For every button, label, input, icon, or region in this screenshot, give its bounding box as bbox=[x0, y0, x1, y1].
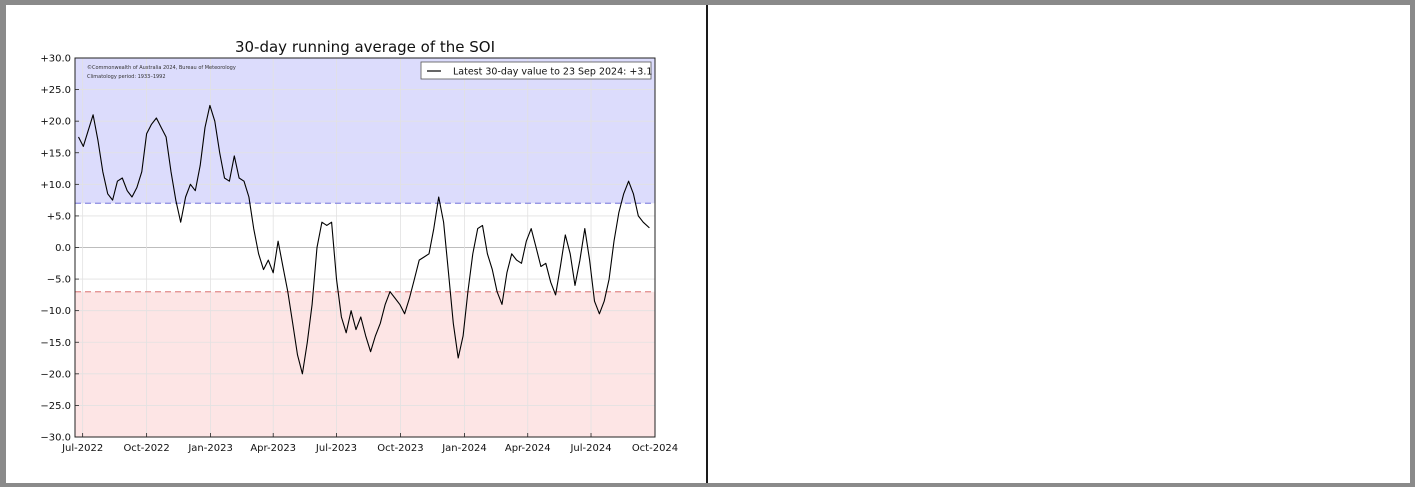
legend-label: Latest 30-day value to 23 Sep 2024: +3.1 bbox=[453, 67, 652, 78]
threshold-lines bbox=[75, 202, 655, 293]
legend-box bbox=[420, 61, 652, 80]
copyright-text: ©Commonwealth of Australia 2024, Bureau … bbox=[87, 64, 236, 71]
y-tick-label: 0.0 bbox=[55, 243, 71, 254]
soi-series-line bbox=[78, 104, 650, 375]
legend: Latest 30-day value to 23 Sep 2024: +3.1 bbox=[420, 61, 652, 80]
y-axis: +30.0 +25.0 +20.0 +15.0 +10.0 +5.0 0.0 −5.0 −10.… bbox=[40, 54, 79, 444]
x-tick-label: Apr-2023 bbox=[250, 443, 296, 454]
x-tick-label: Jul-2022 bbox=[61, 443, 103, 454]
negative-band bbox=[75, 291, 655, 437]
y-tick-label: −10.0 bbox=[40, 306, 71, 317]
x-tick-label: Jul-2023 bbox=[315, 443, 357, 454]
y-tick-label: +10.0 bbox=[40, 180, 71, 191]
y-tick-label: +15.0 bbox=[40, 148, 71, 159]
panel-divider bbox=[706, 5, 708, 483]
y-tick-label: −20.0 bbox=[40, 369, 71, 380]
x-tick-label: Jan-2023 bbox=[187, 443, 232, 454]
y-tick-label: −15.0 bbox=[40, 338, 71, 349]
y-tick-label: +30.0 bbox=[40, 54, 71, 65]
x-tick-label: Oct-2024 bbox=[632, 443, 678, 454]
x-tick-label: Apr-2024 bbox=[505, 443, 551, 454]
threshold-bands bbox=[75, 58, 655, 437]
series-group bbox=[78, 104, 650, 375]
y-tick-label: +25.0 bbox=[40, 85, 71, 96]
climatology-period-text: Climatology period: 1933–1992 bbox=[87, 74, 166, 80]
y-tick-label: +20.0 bbox=[40, 117, 71, 128]
chart-title: 30-day running average of the SOI bbox=[235, 38, 495, 56]
y-tick-label: +5.0 bbox=[47, 211, 71, 222]
x-axis: Jul-2022 Oct-2022 Jan-2023 Apr-2023 Jul-2023… bbox=[61, 433, 678, 454]
x-tick-label: Oct-2022 bbox=[123, 443, 169, 454]
positive-band bbox=[75, 58, 655, 204]
x-tick-label: Jul-2024 bbox=[569, 443, 611, 454]
y-tick-label: −25.0 bbox=[40, 401, 71, 412]
y-tick-label: −5.0 bbox=[47, 275, 71, 286]
y-tick-label: −30.0 bbox=[40, 433, 71, 444]
x-tick-label: Oct-2023 bbox=[377, 443, 423, 454]
x-tick-label: Jan-2024 bbox=[441, 443, 486, 454]
